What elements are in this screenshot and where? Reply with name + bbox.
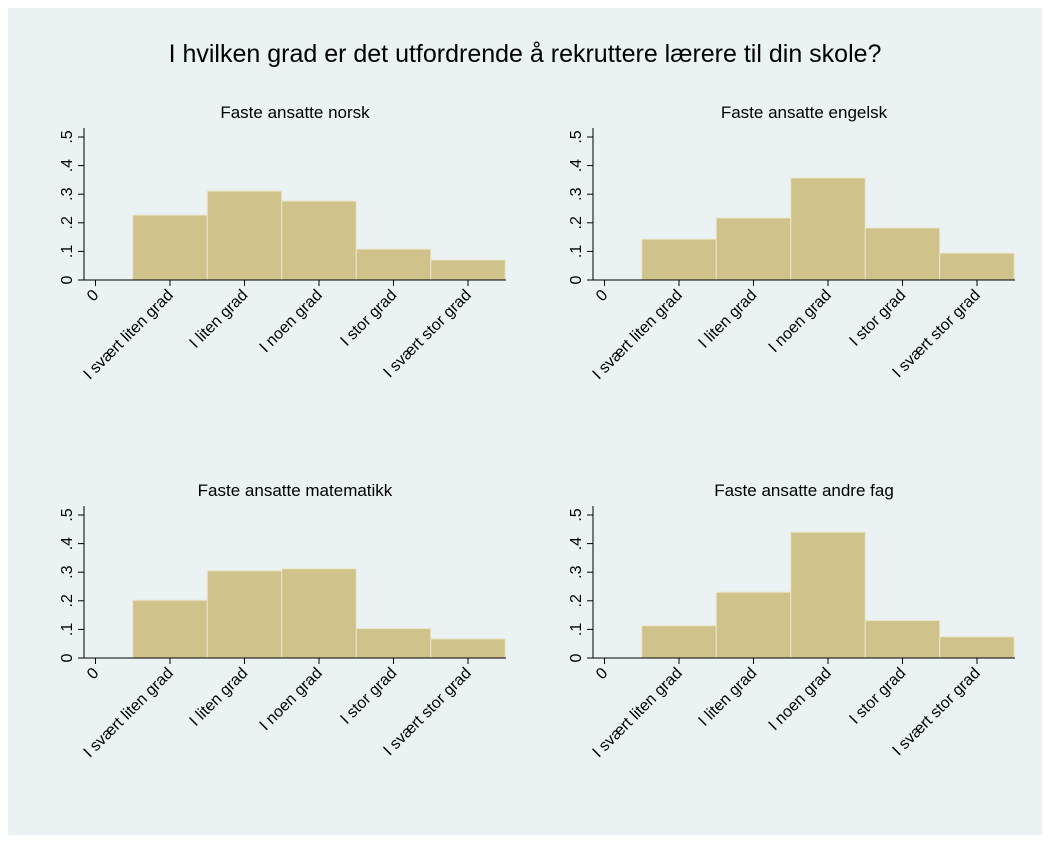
y-tick-label: .1	[59, 245, 76, 258]
bar	[281, 200, 357, 281]
bar	[641, 238, 717, 281]
bar	[715, 217, 792, 281]
bar	[790, 177, 866, 281]
bar	[355, 248, 432, 281]
y-tick-label: .5	[59, 508, 76, 521]
bar	[355, 628, 432, 659]
y-tick-label: .2	[59, 216, 76, 229]
y-tick-label: .1	[568, 245, 585, 258]
background	[8, 8, 1042, 835]
bar	[281, 568, 357, 659]
y-tick-label: .5	[568, 508, 585, 521]
panel-title: Faste ansatte norsk	[220, 103, 370, 122]
y-tick-label: .1	[568, 623, 585, 636]
bar	[641, 625, 717, 659]
bar	[939, 636, 1015, 659]
y-tick-label: .3	[59, 187, 76, 200]
y-tick-label: 0	[59, 653, 76, 662]
y-tick-label: .4	[59, 537, 76, 550]
y-tick-label: .1	[59, 623, 76, 636]
y-tick-label: 0	[59, 275, 76, 284]
y-tick-label: .4	[568, 159, 585, 172]
y-tick-label: .4	[568, 537, 585, 550]
bar	[430, 638, 506, 659]
bar	[790, 531, 866, 659]
bar	[132, 599, 208, 659]
bar	[206, 190, 283, 281]
y-tick-label: .5	[568, 130, 585, 143]
bar	[132, 214, 208, 281]
y-tick-label: .2	[568, 216, 585, 229]
figure-title: I hvilken grad er det utfordrende å rekr…	[169, 40, 882, 68]
y-tick-label: .5	[59, 130, 76, 143]
bar	[715, 591, 792, 659]
y-tick-label: .2	[568, 594, 585, 607]
y-tick-label: 0	[568, 275, 585, 284]
panel-title: Faste ansatte engelsk	[721, 103, 888, 122]
y-tick-label: .4	[59, 159, 76, 172]
bar	[864, 620, 941, 659]
bar	[206, 570, 283, 659]
panel-title: Faste ansatte matematikk	[198, 481, 393, 500]
bar	[864, 227, 941, 281]
y-tick-label: 0	[568, 653, 585, 662]
y-tick-label: .3	[59, 565, 76, 578]
y-tick-label: .2	[59, 594, 76, 607]
bar	[939, 252, 1015, 281]
y-tick-label: .3	[568, 565, 585, 578]
panel-title: Faste ansatte andre fag	[714, 481, 894, 500]
y-tick-label: .3	[568, 187, 585, 200]
bar	[430, 259, 506, 281]
